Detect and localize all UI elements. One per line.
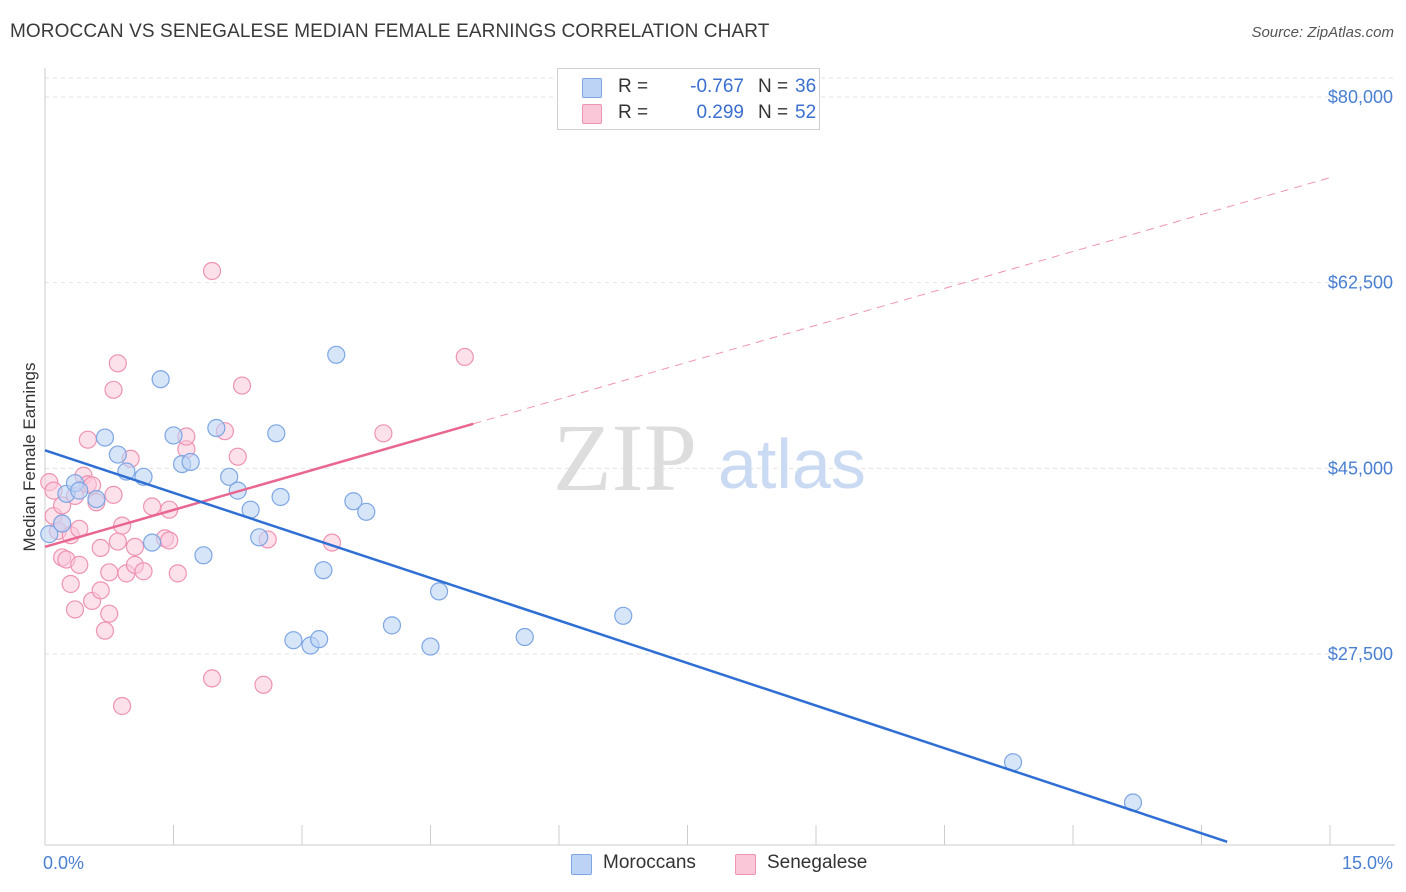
x-tick-label-start: 0.0% [43,853,84,873]
moroccans-point-10 [142,533,162,552]
moroccans-point-6 [95,428,115,447]
senegalese-point-27 [112,696,132,716]
grid-lines [45,77,1395,655]
watermark: ZIP atlas [553,404,866,511]
moroccans-swatch [582,78,602,98]
moroccans-point-17 [220,467,239,486]
senegalese-point-48 [254,675,273,694]
senegalese-point-51 [374,424,393,443]
moroccans-point-27 [327,345,346,364]
moroccans-point-0 [40,525,59,544]
moroccans-point-33 [515,627,534,647]
y-tick-label-2: $62,500 [1328,273,1393,293]
moroccans-point-26 [314,561,333,580]
moroccans-point-28 [344,492,363,511]
moroccans-point-5 [87,490,106,509]
axes [44,68,1395,846]
senegalese-trend-extension [473,177,1331,425]
moroccans-point-20 [250,528,269,547]
y-tick-labels: $27,500 $45,000 $62,500 $80,000 [1328,87,1393,664]
senegalese-point-52 [455,347,474,367]
moroccans-trend-line [44,449,1228,843]
moroccans-legend-label: Moroccans [603,852,696,873]
senegalese-point-25 [104,485,123,504]
x-tick-labels: 0.0% 15.0% [43,853,1393,873]
senegalese-points [40,261,474,716]
senegalese-point-46 [228,447,247,466]
moroccans-point-21 [267,424,286,443]
senegalese-trend-line [44,422,474,549]
senegalese-point-16 [78,430,97,449]
trend-lines [44,177,1331,843]
senegalese-point-47 [232,376,252,395]
r-label: R = [618,102,649,123]
senegalese-point-44 [202,261,222,281]
senegalese-point-43 [202,669,222,688]
moroccans-points [40,345,1143,812]
senegalese-legend-swatch [735,854,756,875]
moroccans-point-4 [70,481,89,500]
senegalese-point-21 [91,581,110,600]
r-label: R = [618,76,649,97]
moroccans-point-29 [357,502,376,521]
senegalese-point-22 [95,621,115,640]
moroccans-legend-swatch [571,854,592,875]
senegalese-point-13 [70,555,89,574]
senegalese-point-9 [61,574,80,594]
moroccans-point-25 [310,630,329,649]
moroccans-point-32 [429,582,449,601]
r-value: -0.767 [690,76,744,97]
senegalese-point-35 [134,562,153,581]
watermark-zip: ZIP [553,404,697,511]
senegalese-legend-label: Senegalese [767,852,868,873]
senegalese-point-33 [104,380,123,399]
senegalese-swatch [582,104,602,124]
moroccans-point-30 [382,616,402,635]
source-label: Source: ZipAtlas.com [1251,24,1394,41]
watermark-atlas: atlas [718,425,866,503]
moroccans-point-1 [53,514,72,533]
y-tick-label-0: $27,500 [1328,644,1393,664]
chart-title: MOROCCAN VS SENEGALESE MEDIAN FEMALE EAR… [10,21,770,42]
moroccans-point-7 [108,445,127,464]
senegalese-point-40 [168,564,187,583]
moroccans-point-12 [164,426,183,445]
n-value: 36 [795,76,817,97]
senegalese-point-39 [160,531,179,550]
correlation-legend: R = -0.767 N = 36 R = 0.299 N = 52 [557,68,820,130]
y-tick-label-3: $80,000 [1328,87,1393,107]
n-value: 52 [795,102,817,123]
n-label: N = [758,76,789,97]
moroccans-point-31 [421,637,440,656]
r-value: 0.299 [696,102,744,123]
moroccans-point-22 [271,487,290,507]
senegalese-point-26 [108,532,127,551]
senegalese-point-34 [108,354,127,373]
y-tick-label-1: $45,000 [1328,458,1393,478]
moroccans-point-11 [151,370,170,389]
x-tick-label-end: 15.0% [1342,853,1393,873]
senegalese-point-10 [65,600,85,619]
n-label: N = [758,102,789,123]
senegalese-point-24 [100,563,119,582]
moroccans-point-15 [194,546,213,565]
moroccans-point-14 [181,452,200,472]
moroccans-point-23 [284,631,303,650]
senegalese-point-23 [100,604,119,623]
senegalese-point-36 [142,497,162,516]
moroccans-point-16 [207,418,226,438]
senegalese-point-20 [91,538,110,558]
senegalese-point-30 [125,537,145,556]
moroccans-point-34 [614,606,633,625]
y-axis-label: Median Female Earnings [20,363,39,552]
